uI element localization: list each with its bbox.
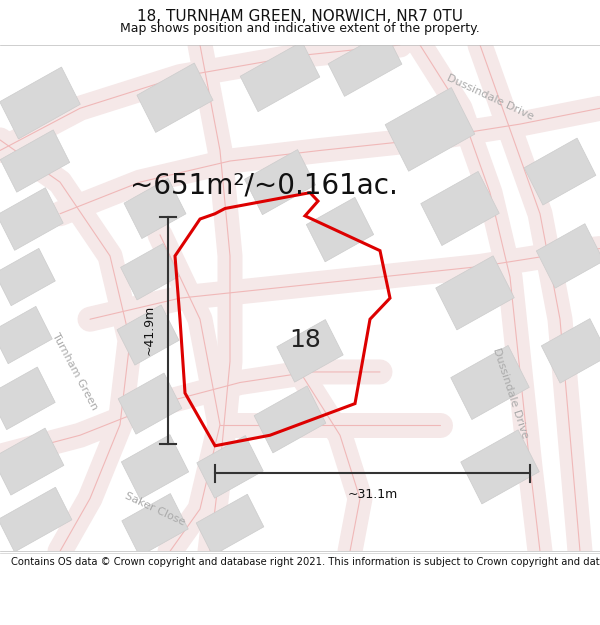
Polygon shape [197,436,263,498]
Polygon shape [137,63,213,132]
Polygon shape [451,346,529,419]
Text: Map shows position and indicative extent of the property.: Map shows position and indicative extent… [120,22,480,35]
Polygon shape [307,198,374,262]
Polygon shape [461,430,539,504]
Text: ~41.9m: ~41.9m [143,305,156,356]
Text: Saker Close: Saker Close [123,491,187,528]
Text: Turnham Green: Turnham Green [50,332,100,412]
Text: Contains OS data © Crown copyright and database right 2021. This information is : Contains OS data © Crown copyright and d… [11,557,600,567]
Polygon shape [328,32,402,96]
Polygon shape [118,373,182,434]
Polygon shape [421,171,499,246]
Text: Dussindale Drive: Dussindale Drive [445,73,535,122]
Polygon shape [536,224,600,288]
Polygon shape [0,367,55,429]
Polygon shape [436,256,514,330]
Polygon shape [0,488,72,552]
Polygon shape [254,386,326,453]
Polygon shape [0,428,64,495]
Polygon shape [385,88,475,171]
Polygon shape [0,248,55,306]
Polygon shape [121,434,188,499]
Polygon shape [0,188,63,251]
Text: ~31.1m: ~31.1m [347,488,398,501]
Polygon shape [240,42,320,112]
Polygon shape [277,319,343,382]
Polygon shape [0,67,80,139]
Text: 18, TURNHAM GREEN, NORWICH, NR7 0TU: 18, TURNHAM GREEN, NORWICH, NR7 0TU [137,9,463,24]
Polygon shape [0,306,52,364]
Text: Dussindale Drive: Dussindale Drive [491,346,529,439]
Polygon shape [124,178,186,239]
Polygon shape [122,494,188,556]
Polygon shape [541,319,600,383]
Polygon shape [245,149,316,214]
Polygon shape [524,138,596,205]
Polygon shape [196,494,264,556]
Polygon shape [121,244,179,300]
Polygon shape [117,305,179,365]
Polygon shape [0,130,70,192]
Text: ~651m²/~0.161ac.: ~651m²/~0.161ac. [130,171,398,199]
Text: 18: 18 [289,328,321,352]
